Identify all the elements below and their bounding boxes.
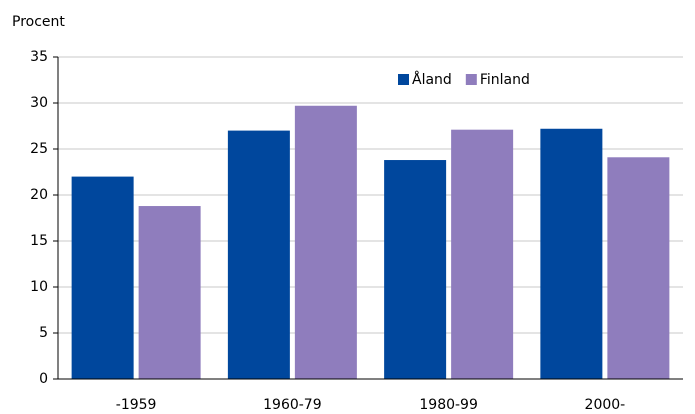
y-tick-label: 25 — [30, 141, 48, 157]
legend-swatch — [398, 74, 409, 85]
legend-label: Åland — [412, 71, 452, 88]
y-tick-label: 15 — [30, 233, 48, 249]
bar — [71, 176, 134, 379]
x-tick-label: 1960-79 — [263, 397, 322, 413]
bar — [384, 160, 447, 379]
bar — [227, 130, 290, 379]
legend-label: Finland — [480, 72, 530, 88]
bar — [607, 157, 670, 379]
y-axis-label: Procent — [12, 14, 65, 30]
x-tick-label: 2000- — [585, 397, 626, 413]
y-tick-label: 10 — [30, 279, 48, 295]
bar — [540, 128, 603, 379]
x-tick-label: -1959 — [116, 397, 157, 413]
y-tick-label: 30 — [30, 95, 48, 111]
y-tick-label: 20 — [30, 187, 48, 203]
y-tick-label: 35 — [30, 49, 48, 65]
legend-swatch — [465, 74, 477, 85]
bar — [294, 105, 357, 379]
y-tick-label: 0 — [39, 371, 48, 387]
y-tick-label: 5 — [39, 325, 48, 341]
x-tick-label: 1980-99 — [419, 397, 478, 413]
bar — [451, 129, 514, 379]
bar — [138, 206, 201, 379]
